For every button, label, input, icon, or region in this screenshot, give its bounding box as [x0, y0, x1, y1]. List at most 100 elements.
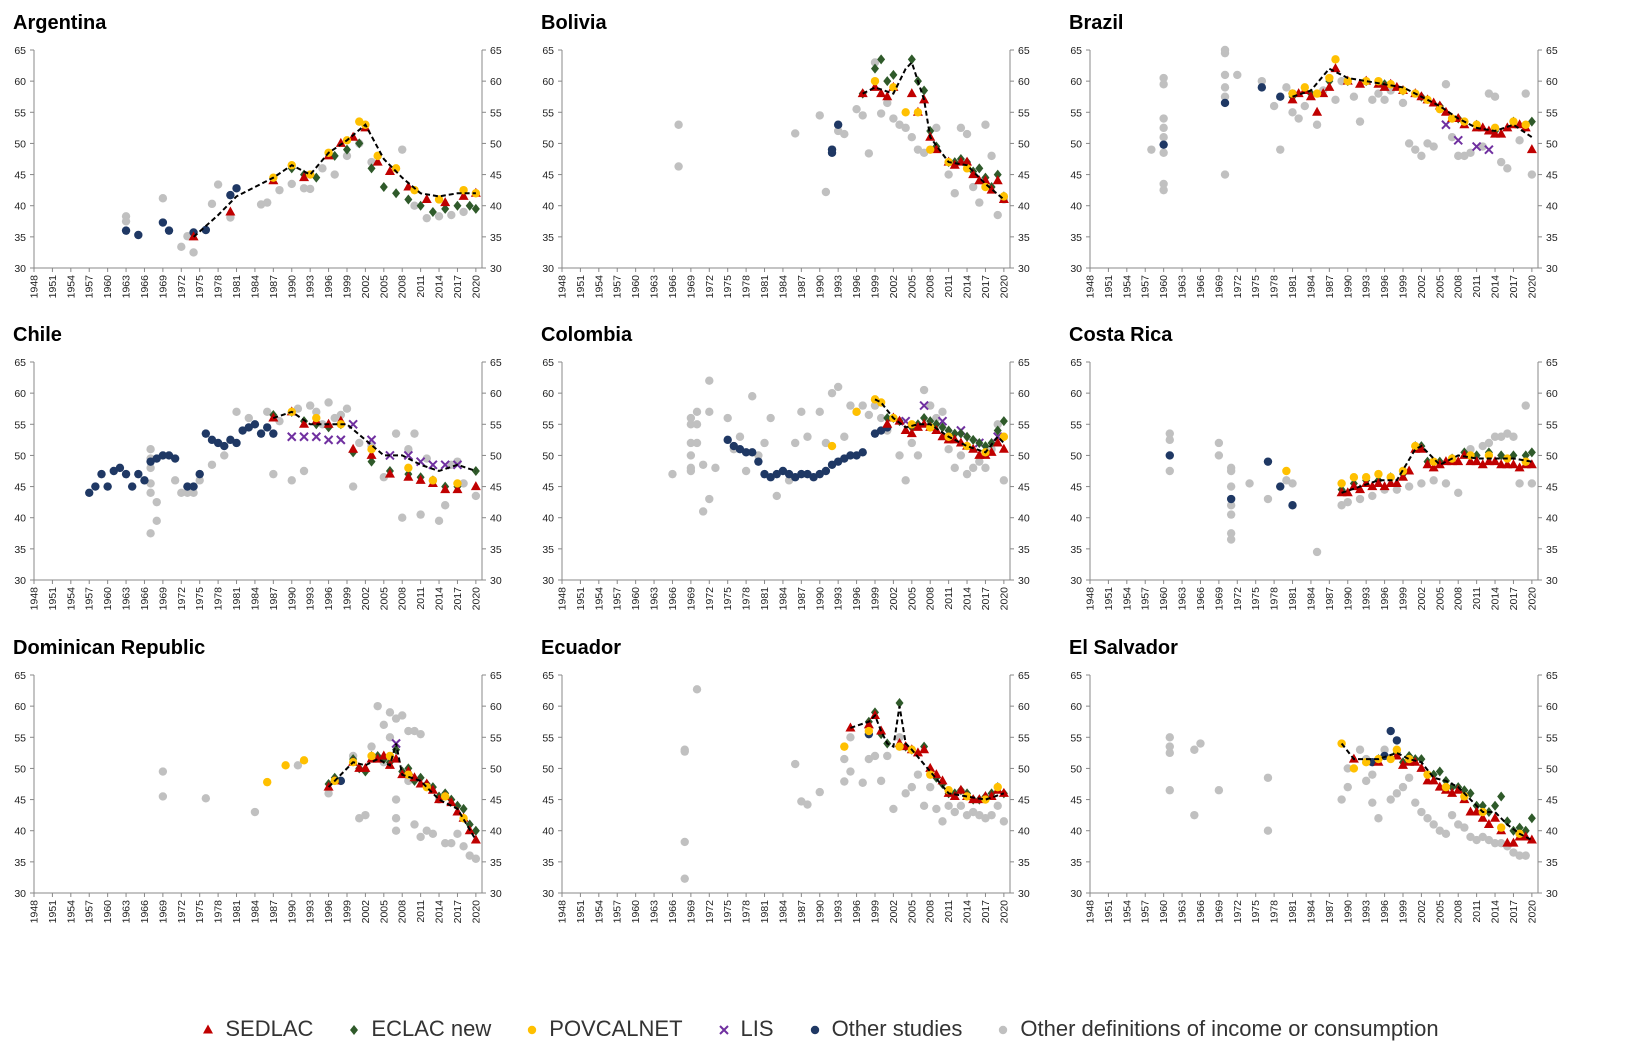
legend-label: Other studies: [831, 1016, 963, 1041]
point-other-definitions: [870, 58, 880, 67]
x-tick-label: 2011: [415, 587, 427, 610]
point-povcalnet: [453, 479, 462, 488]
point-other-definitions: [269, 469, 278, 479]
point-sedlac: [403, 471, 414, 481]
point-povcalnet: [1349, 473, 1359, 482]
point-other-definitions: [1165, 429, 1174, 438]
x-tick-label: 2011: [943, 900, 955, 923]
point-sedlac: [366, 449, 377, 459]
point-povcalnet: [404, 463, 413, 473]
point-other-definitions: [189, 488, 198, 497]
series-other-studies: [1159, 83, 1297, 149]
point-other-definitions: [152, 516, 161, 526]
point-other-definitions: [361, 810, 370, 820]
point-other-definitions: [723, 413, 732, 423]
y-tick-label: 60: [1546, 76, 1558, 88]
point-other-definitions: [379, 720, 389, 730]
y-tick-label: 50: [490, 763, 502, 775]
legend-marker-other-studies: [808, 1022, 822, 1036]
x-tick-label: 1969: [685, 587, 697, 611]
point-other-definitions: [195, 476, 204, 485]
series-lis: [1441, 120, 1494, 155]
y-tick-label: 40: [1070, 201, 1082, 213]
legend-label: POVCALNET: [549, 1016, 683, 1041]
point-other-definitions: [398, 513, 407, 522]
x-tick-label: 1963: [1177, 275, 1189, 299]
point-other-definitions: [1263, 826, 1273, 835]
point-other-definitions: [876, 413, 886, 423]
x-tick-label: 2002: [1416, 587, 1428, 611]
y-tick-label: 30: [1546, 888, 1558, 900]
y-tick-label: 55: [542, 732, 554, 744]
y-tick-label: 30: [1546, 575, 1558, 587]
x-tick-label: 1972: [704, 587, 716, 611]
y-tick-label: 65: [542, 357, 554, 369]
charts-grid: Argentina 30 30 35 35 40 40 45 45 50 50 55 55 60 60 65 6…: [13, 12, 1558, 924]
x-tick-label: 1960: [1158, 275, 1170, 299]
x-tick-label: 1975: [194, 275, 206, 299]
point-other-definitions: [189, 248, 198, 257]
x-tick-label: 1972: [704, 275, 716, 299]
point-other-definitions: [1282, 83, 1291, 92]
series-other-studies: [1165, 451, 1297, 510]
point-other-studies: [97, 469, 106, 479]
point-other-definitions: [152, 497, 161, 507]
y-tick-label: 45: [542, 482, 554, 494]
y-tick-label: 35: [490, 544, 502, 556]
point-other-definitions: [1515, 851, 1524, 860]
point-sedlac: [415, 474, 426, 484]
point-other-definitions: [852, 104, 861, 114]
point-eclac-new: [471, 203, 480, 214]
point-other-definitions: [330, 170, 339, 179]
point-other-definitions: [981, 463, 990, 473]
x-tick-label: 2008: [925, 900, 937, 924]
y-tick-label: 50: [542, 450, 554, 462]
point-other-definitions: [1466, 148, 1475, 157]
point-other-definitions: [741, 466, 751, 476]
point-other-definitions: [932, 123, 941, 133]
x-tick-label: 1963: [1177, 900, 1189, 924]
y-tick-label: 60: [542, 388, 554, 400]
point-sedlac: [949, 159, 960, 169]
point-other-definitions: [1460, 823, 1469, 832]
x-tick-label: 1975: [194, 587, 206, 611]
point-other-definitions: [1429, 820, 1438, 829]
point-sedlac: [1416, 762, 1427, 772]
point-eclac-new: [944, 425, 953, 436]
y-tick-label: 30: [542, 263, 554, 275]
point-sedlac: [1428, 462, 1439, 472]
x-tick-label: 1996: [323, 900, 335, 924]
point-other-definitions: [674, 162, 683, 171]
point-other-studies: [226, 190, 235, 200]
point-other-definitions: [1503, 164, 1512, 173]
y-tick-label: 55: [1546, 732, 1558, 744]
point-sedlac: [1416, 443, 1427, 453]
point-other-definitions: [183, 488, 192, 497]
y-tick-label: 30: [14, 888, 26, 900]
x-tick-label: 1954: [65, 587, 77, 611]
x-tick-label: 1981: [231, 275, 243, 299]
point-sedlac: [1312, 106, 1323, 116]
x-tick-label: 1954: [65, 275, 77, 299]
point-other-definitions: [895, 733, 904, 742]
x-tick-label: 1987: [268, 587, 280, 611]
x-tick-label: 1990: [814, 900, 826, 924]
x-tick-label: 1960: [1158, 587, 1170, 611]
x-tick-label: 1978: [1269, 275, 1281, 299]
point-sedlac: [906, 428, 917, 438]
x-tick-label: 1966: [1195, 587, 1207, 611]
point-other-definitions: [907, 438, 917, 448]
x-tick-label: 2017: [452, 275, 464, 299]
x-tick-label: 1999: [341, 900, 353, 924]
point-povcalnet: [1337, 479, 1346, 488]
x-tick-label: 1948: [557, 587, 569, 611]
y-tick-label: 60: [490, 701, 502, 713]
y-tick-label: 65: [1070, 45, 1082, 57]
point-povcalnet: [299, 756, 309, 765]
point-other-definitions: [1165, 748, 1174, 758]
point-other-definitions: [870, 751, 880, 761]
x-tick-label: 2011: [415, 275, 427, 298]
point-other-definitions: [447, 838, 456, 848]
x-tick-label: 1999: [869, 900, 881, 924]
point-povcalnet: [373, 151, 382, 161]
